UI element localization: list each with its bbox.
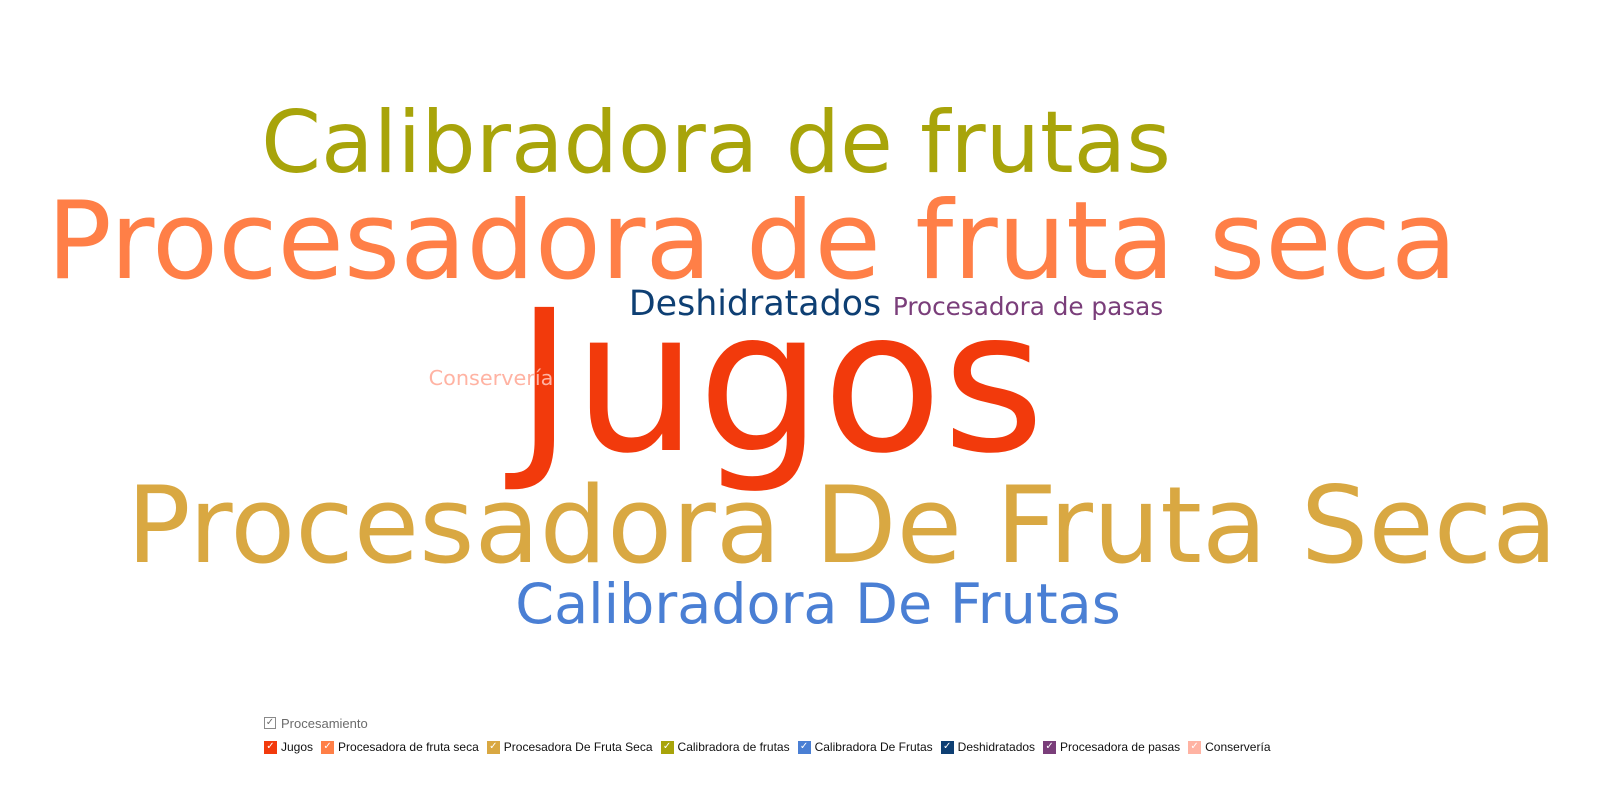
legend-swatch-checkbox-icon[interactable]: ✓ xyxy=(660,740,674,754)
legend-item-label: Jugos xyxy=(281,740,314,754)
word-calibradora-de-frutas[interactable]: Calibradora de frutas xyxy=(261,93,1171,193)
word-deshidratados[interactable]: Deshidratados xyxy=(629,284,881,324)
word-procesadora-de-fruta-seca[interactable]: Procesadora de fruta seca xyxy=(47,179,1458,304)
legend-item-label: Deshidratados xyxy=(957,740,1036,754)
legend-title[interactable]: ✓ Procesamiento xyxy=(264,714,368,732)
legend-swatch-checkbox-icon[interactable]: ✓ xyxy=(321,740,335,754)
legend-item-label: Conservería xyxy=(1205,740,1271,754)
legend-item-label: Procesadora de pasas xyxy=(1060,740,1181,754)
legend-swatch-checkbox-icon[interactable]: ✓ xyxy=(797,740,811,754)
legend-item-deshidratados[interactable]: ✓ Deshidratados xyxy=(940,740,1036,754)
legend-item-procesadora-de-pasas[interactable]: ✓ Procesadora de pasas xyxy=(1043,740,1180,754)
legend-swatch-checkbox-icon[interactable]: ✓ xyxy=(486,740,500,754)
word-conservería[interactable]: Conservería xyxy=(429,366,554,390)
legend-swatch-checkbox-icon[interactable]: ✓ xyxy=(264,740,277,754)
legend-item-procesadora-de-fruta-seca[interactable]: ✓ Procesadora de fruta seca xyxy=(321,740,479,754)
word-calibradora-de-frutas[interactable]: Calibradora De Frutas xyxy=(515,572,1120,637)
legend-item-procesadora-de-fruta-seca-capitalized[interactable]: ✓ Procesadora De Fruta Seca xyxy=(486,740,653,754)
legend-swatch-checkbox-icon[interactable]: ✓ xyxy=(1188,740,1202,754)
word-procesadora-de-fruta-seca[interactable]: Procesadora De Fruta Seca xyxy=(127,464,1558,588)
legend-title-label: Procesamiento xyxy=(281,715,368,731)
legend-title-checkbox-icon[interactable]: ✓ xyxy=(264,717,276,729)
word-jugos[interactable]: Jugos xyxy=(504,269,1044,497)
legend: ✓ Jugos ✓ Procesadora de fruta seca ✓ Pr… xyxy=(264,738,1279,756)
legend-item-label: Calibradora De Frutas xyxy=(814,740,933,754)
legend-swatch-checkbox-icon[interactable]: ✓ xyxy=(1043,740,1057,754)
legend-item-conserveria[interactable]: ✓ Conservería xyxy=(1188,740,1271,754)
legend-item-calibradora-de-frutas-capitalized[interactable]: ✓ Calibradora De Frutas xyxy=(797,740,933,754)
word-procesadora-de-pasas[interactable]: Procesadora de pasas xyxy=(893,292,1163,321)
legend-item-calibradora-de-frutas[interactable]: ✓ Calibradora de frutas xyxy=(660,740,790,754)
legend-swatch-checkbox-icon[interactable]: ✓ xyxy=(940,740,954,754)
legend-item-jugos[interactable]: ✓ Jugos xyxy=(264,740,313,754)
legend-item-label: Calibradora de frutas xyxy=(677,740,790,754)
legend-item-label: Procesadora De Fruta Seca xyxy=(503,740,653,754)
legend-item-label: Procesadora de fruta seca xyxy=(338,740,479,754)
